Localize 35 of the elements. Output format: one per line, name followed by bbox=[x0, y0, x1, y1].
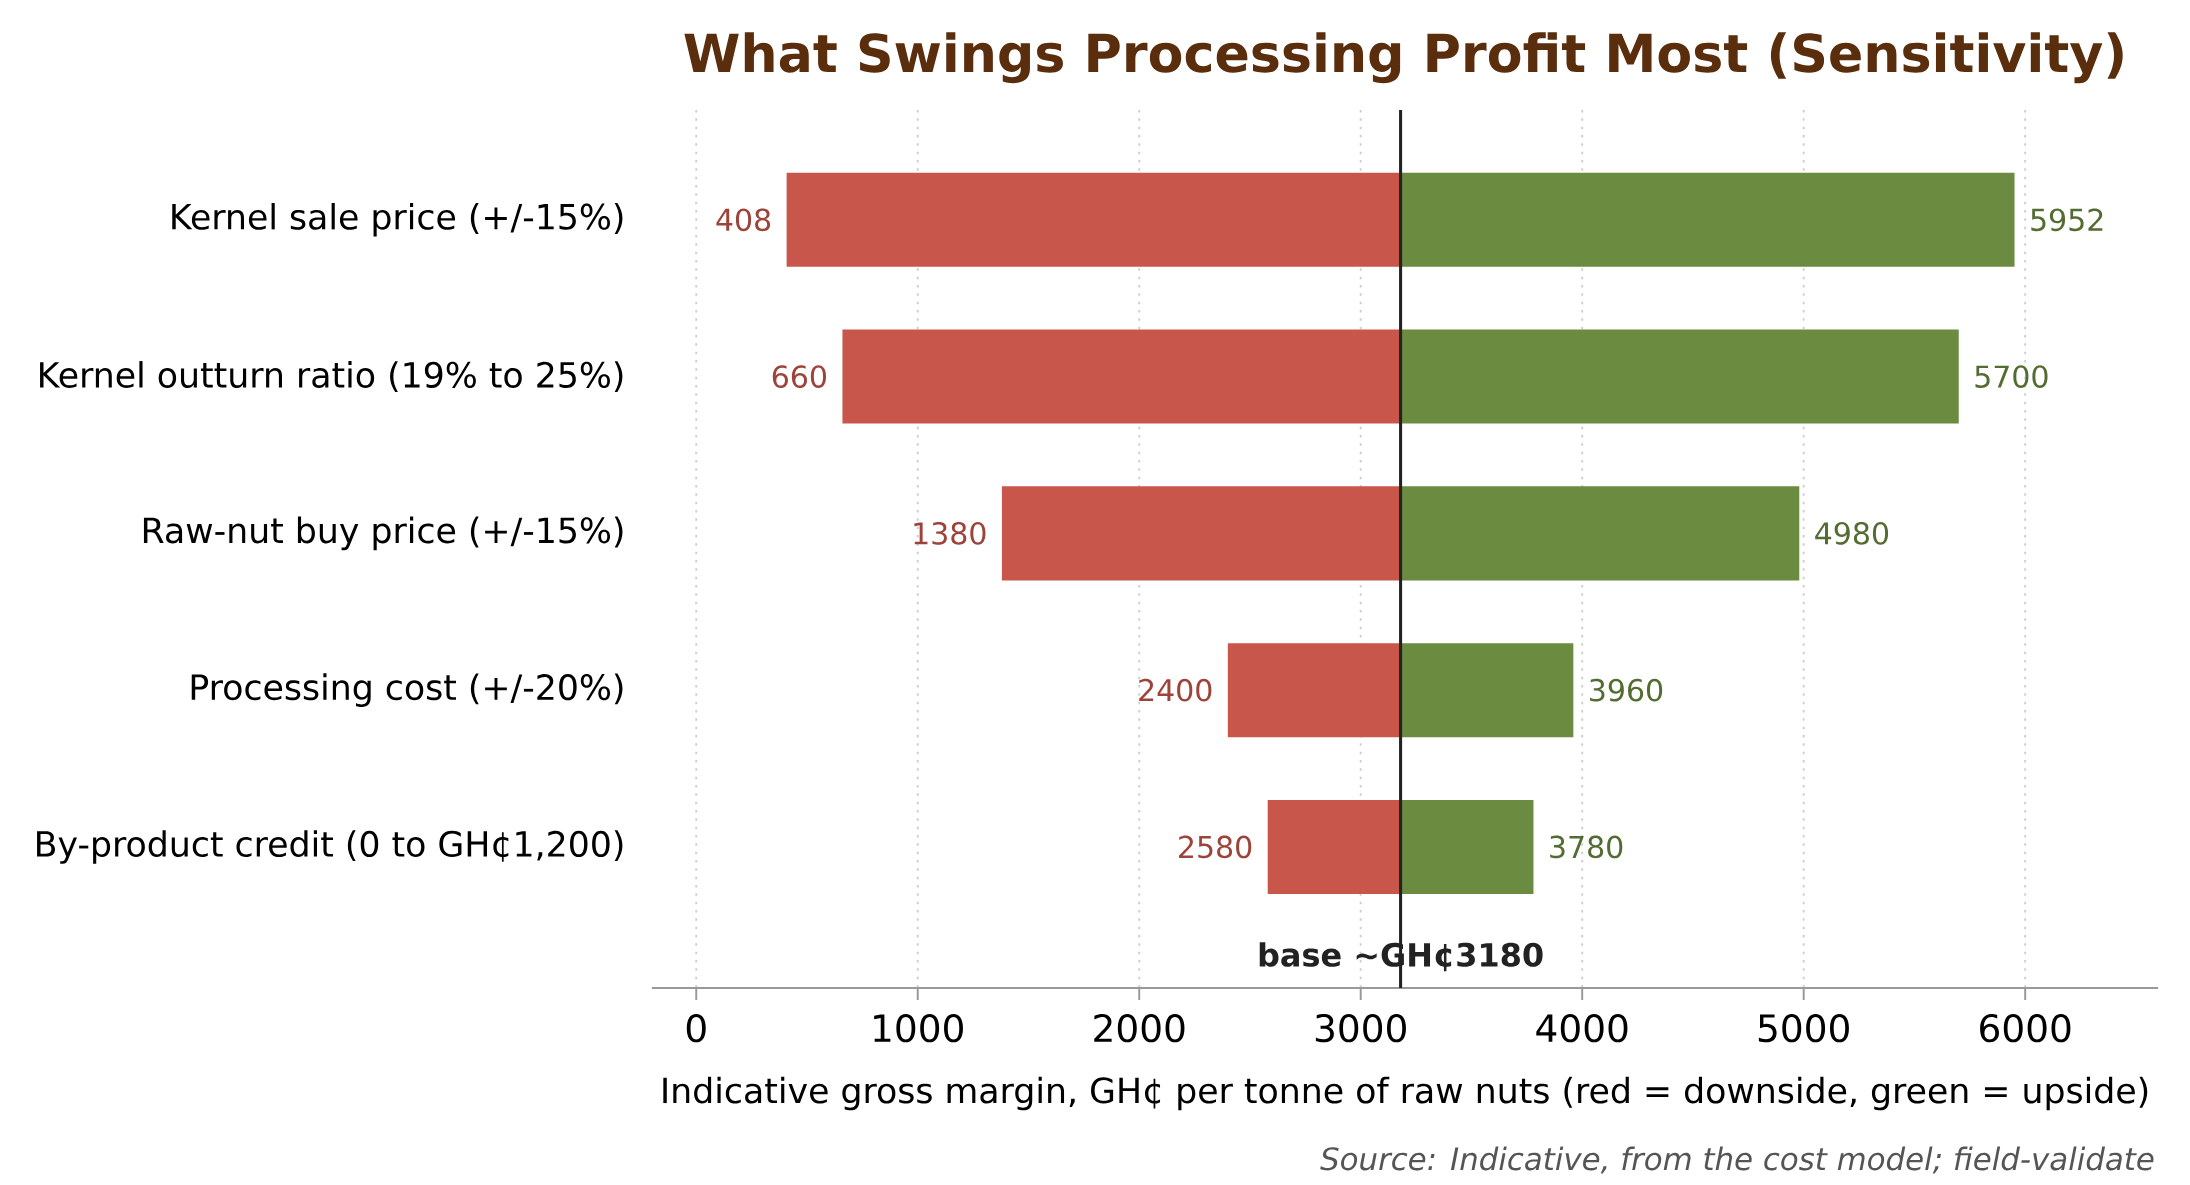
x-tick-label: 6000 bbox=[1980, 1014, 2071, 1043]
bar bbox=[1001, 486, 1401, 581]
x-axis-title: Indicative gross margin, GH¢ per tonne of raw nuts (red = downside, green = upside) bbox=[663, 1076, 2148, 1111]
bar bbox=[786, 172, 1401, 267]
bar bbox=[1400, 172, 2015, 267]
data-label: 5700 bbox=[1975, 365, 2048, 388]
bar bbox=[1400, 799, 1534, 894]
x-tick-label: 0 bbox=[686, 1014, 706, 1043]
data-label: 660 bbox=[772, 365, 826, 388]
data-label: 3960 bbox=[1590, 678, 1663, 702]
bar bbox=[1400, 643, 1574, 738]
data-label: 2580 bbox=[1179, 835, 1252, 859]
bar bbox=[1400, 329, 1959, 424]
bar bbox=[842, 329, 1401, 424]
x-tick-label: 5000 bbox=[1758, 1014, 1849, 1043]
data-label: 408 bbox=[716, 208, 771, 232]
data-label: 5952 bbox=[2031, 208, 2103, 232]
x-tick-label: 3000 bbox=[1315, 1014, 1406, 1043]
data-label: 3780 bbox=[1550, 835, 1623, 859]
y-tick-label: Raw-nut buy price (+/-15%) bbox=[143, 516, 623, 551]
y-tick-label: Kernel sale price (+/-15%) bbox=[172, 202, 623, 237]
bar bbox=[1227, 643, 1401, 738]
x-tick-label: 4000 bbox=[1536, 1014, 1628, 1043]
chart-title: What Swings Processing Profit Most (Sensitivity) bbox=[684, 32, 2123, 84]
y-tick-label: By-product credit (0 to GH¢1,200) bbox=[37, 830, 623, 864]
source-note: Source: Indicative, from the cost model; field-validate bbox=[1320, 1146, 2154, 1174]
x-tick-label: 1000 bbox=[874, 1014, 963, 1043]
x-tick-label: 2000 bbox=[1094, 1014, 1185, 1043]
y-tick-label: Processing cost (+/-20%) bbox=[191, 673, 623, 707]
bar bbox=[1400, 486, 1800, 581]
data-label: 4980 bbox=[1815, 522, 1889, 545]
y-tick-label: Kernel outturn ratio (19% to 25%) bbox=[40, 361, 623, 393]
data-label: 1380 bbox=[914, 522, 986, 545]
bar bbox=[1267, 799, 1401, 894]
data-label: 2400 bbox=[1139, 678, 1212, 702]
